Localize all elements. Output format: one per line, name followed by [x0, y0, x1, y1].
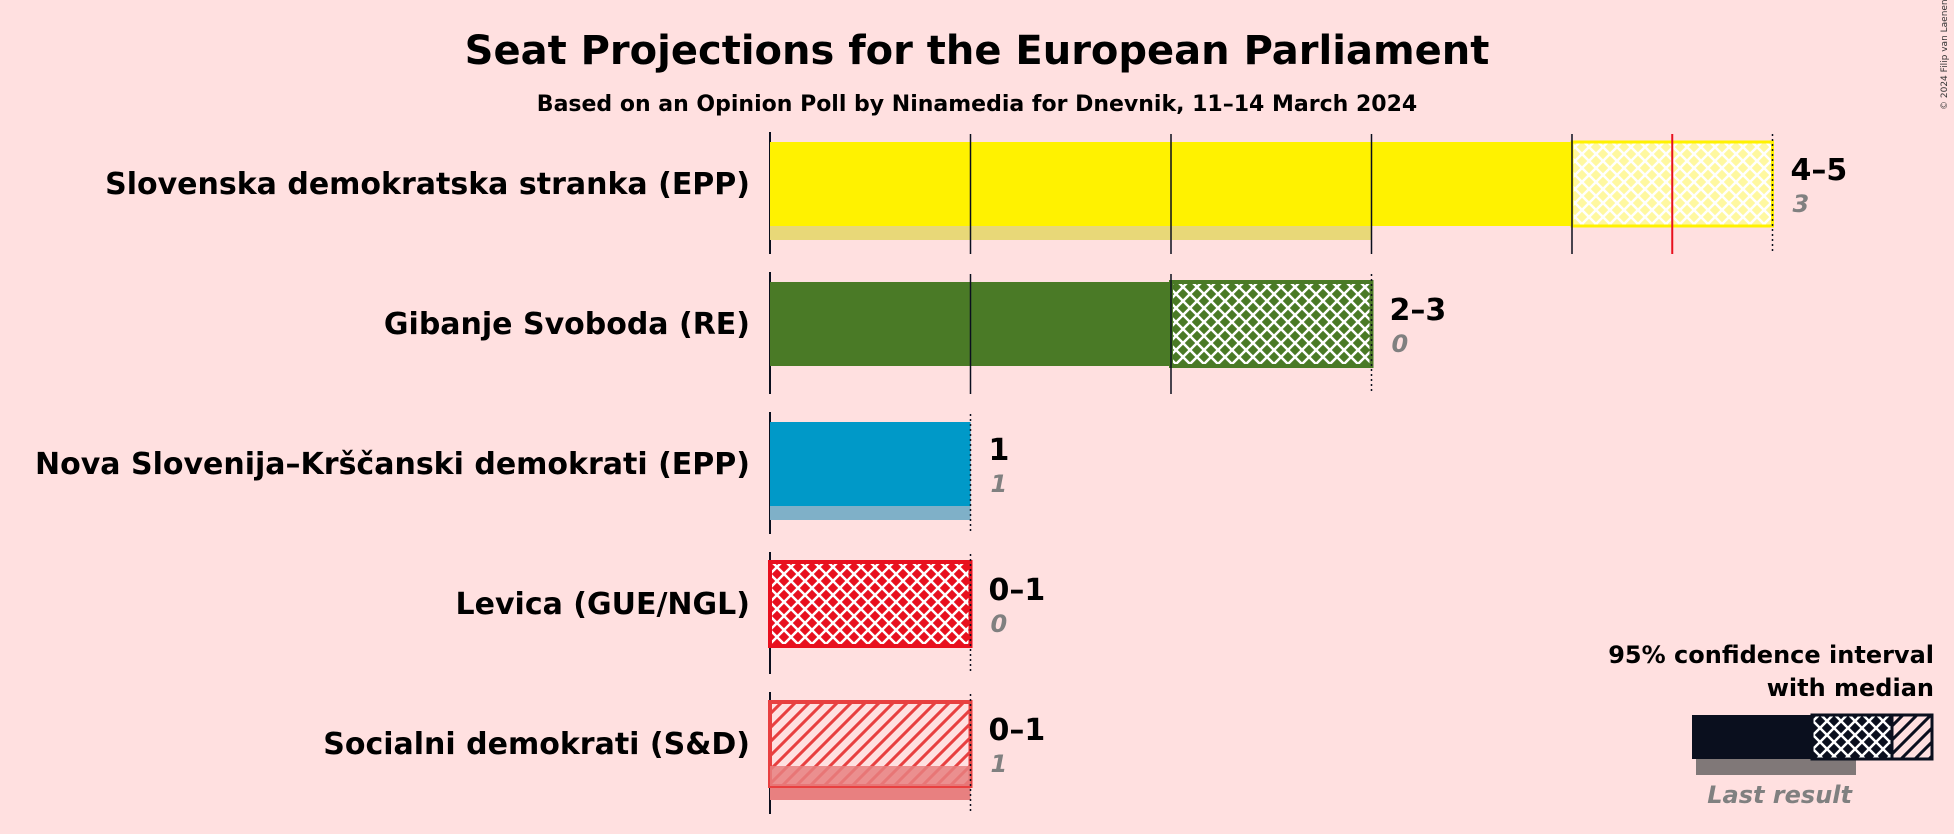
range-label: 4–5	[1791, 153, 1848, 188]
last-result-value: 0	[991, 610, 1008, 638]
range-label: 0–1	[989, 573, 1046, 608]
last-result-bar	[770, 504, 971, 520]
legend-last-result-label: Last result	[1707, 781, 1853, 809]
party-label: Socialni demokrati (S&D)	[323, 727, 750, 762]
legend: 95% confidence interval with median Last…	[1608, 641, 1934, 809]
last-result-value: 1	[991, 470, 1008, 498]
copyright-text: © 2024 Filip van Laenen	[1940, 0, 1950, 110]
chart-title: Seat Projections for the European Parlia…	[465, 28, 1490, 74]
party-label: Gibanje Svoboda (RE)	[384, 307, 750, 342]
legend-tail-swatch	[1890, 713, 1934, 761]
interval-bar	[768, 560, 973, 648]
legend-line2: with median	[1767, 674, 1934, 702]
party-label: Levica (GUE/NGL)	[456, 587, 750, 622]
solid-bar	[770, 422, 971, 506]
last-result-value: 1	[991, 750, 1008, 778]
plot-area: Slovenska demokratska stranka (EPP) 4–53 G…	[35, 132, 1847, 814]
last-result-bar	[770, 766, 971, 786]
last-result-value: 3	[1793, 190, 1810, 218]
interval-bar	[1169, 280, 1374, 368]
party-label: Slovenska demokratska stranka (EPP)	[105, 167, 750, 202]
legend-line1: 95% confidence interval	[1608, 641, 1934, 669]
chart-subtitle: Based on an Opinion Poll by Ninamedia fo…	[537, 92, 1417, 117]
range-label: 0–1	[989, 713, 1046, 748]
legend-solid-swatch	[1692, 715, 1812, 759]
range-label: 1	[989, 433, 1010, 468]
range-label: 2–3	[1390, 293, 1447, 328]
last-result-bar	[770, 224, 1372, 240]
party-label: Nova Slovenija–Krščanski demokrati (EPP)	[35, 447, 750, 482]
last-result-value: 0	[1392, 330, 1409, 358]
legend-interval-swatch	[1810, 713, 1894, 761]
